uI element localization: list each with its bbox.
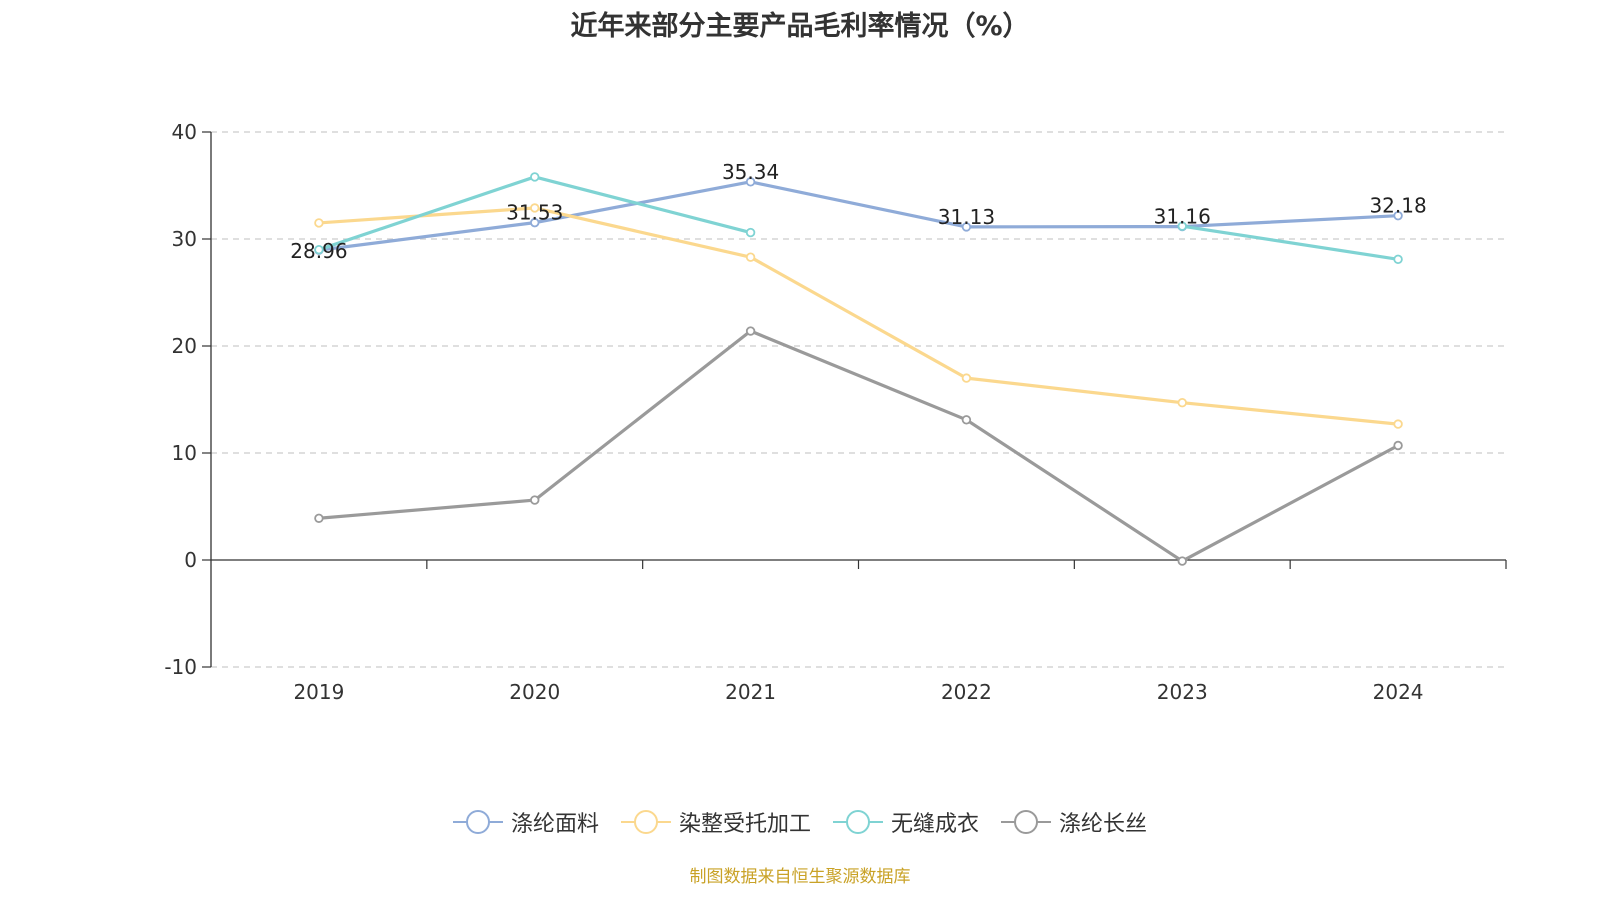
legend-item[interactable]: 无缝成衣 [833, 806, 979, 838]
legend-label: 染整受托加工 [678, 812, 811, 837]
data-label: 31.53 [506, 201, 563, 225]
chart-title: 近年来部分主要产品毛利率情况（%） [570, 11, 1030, 42]
legend-label: 涤纶面料 [510, 812, 599, 837]
y-tick-label: 0 [184, 548, 197, 572]
data-point [1393, 419, 1403, 429]
data-point [530, 172, 540, 182]
data-point [314, 244, 324, 255]
x-tick-label: 2019 [293, 680, 344, 704]
data-point [1177, 398, 1187, 408]
legend-swatch [620, 809, 671, 835]
legend-marker [465, 810, 490, 834]
label-layer: 28.96 31.53 35.34 31.13 31.16 32.18 [290, 160, 1426, 263]
series-line [318, 206, 1399, 426]
series-line [318, 329, 1399, 563]
legend-label: 无缝成衣 [891, 812, 980, 837]
data-label: 35.34 [722, 160, 779, 184]
data-point [961, 415, 972, 425]
legend-item[interactable]: 染整受托加工 [620, 806, 811, 838]
data-label: 31.13 [938, 205, 995, 229]
y-tick-label: 30 [172, 227, 197, 251]
data-label: 31.16 [1154, 205, 1211, 229]
data-point [530, 203, 540, 213]
x-tick-label: 2020 [509, 680, 560, 704]
data-point [745, 227, 756, 238]
data-point [530, 495, 540, 505]
x-tick-label: 2022 [941, 680, 992, 704]
data-point [1393, 440, 1403, 451]
series-line [1182, 224, 1399, 261]
legend-marker [633, 810, 658, 834]
legend: 涤纶面料 染整受托加工 无缝成衣 涤纶长丝 [0, 806, 1600, 838]
data-point [1393, 210, 1403, 221]
legend-swatch [452, 809, 503, 835]
legend-item[interactable]: 涤纶面料 [452, 806, 599, 838]
series-line [318, 180, 1399, 252]
data-point [314, 513, 324, 523]
legend-label: 涤纶长丝 [1059, 812, 1148, 837]
grid-layer [211, 131, 1506, 668]
source-note: 制图数据来自恒生聚源数据库 [689, 867, 911, 887]
axis-layer: -10 0 10 20 30 40 2019 2020 2021 2022 2023 2024 [164, 120, 1507, 704]
data-point [745, 177, 756, 187]
legend-item[interactable]: 涤纶长丝 [1001, 806, 1147, 838]
series-2 [314, 203, 1403, 429]
legend-swatch [833, 809, 883, 835]
series-3 [314, 172, 1403, 265]
data-point [1177, 221, 1187, 231]
data-point [961, 373, 972, 383]
series-4 [314, 326, 1403, 566]
x-tick-label: 2023 [1157, 680, 1208, 704]
y-tick-label: 10 [172, 441, 197, 465]
data-label: 28.96 [290, 239, 347, 263]
data-point [961, 222, 972, 232]
legend-marker [1014, 810, 1039, 834]
series-layer [314, 172, 1403, 566]
y-tick-label: -10 [164, 655, 197, 679]
data-point [745, 252, 756, 262]
legend-swatch [1001, 809, 1052, 835]
data-label: 32.18 [1369, 194, 1426, 218]
data-point [1393, 254, 1403, 265]
data-point [1177, 556, 1187, 566]
data-point [745, 326, 756, 336]
y-tick-label: 40 [172, 120, 197, 144]
data-point [314, 218, 324, 228]
y-tick-label: 20 [172, 334, 197, 358]
x-tick-label: 2024 [1373, 680, 1424, 704]
legend-marker [846, 810, 870, 834]
x-tick-label: 2021 [725, 680, 776, 704]
series-1 [314, 177, 1403, 255]
data-point [530, 217, 540, 228]
